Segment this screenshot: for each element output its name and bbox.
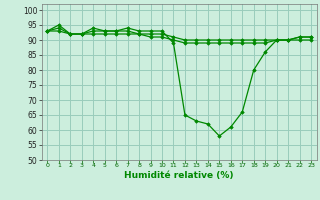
X-axis label: Humidité relative (%): Humidité relative (%): [124, 171, 234, 180]
